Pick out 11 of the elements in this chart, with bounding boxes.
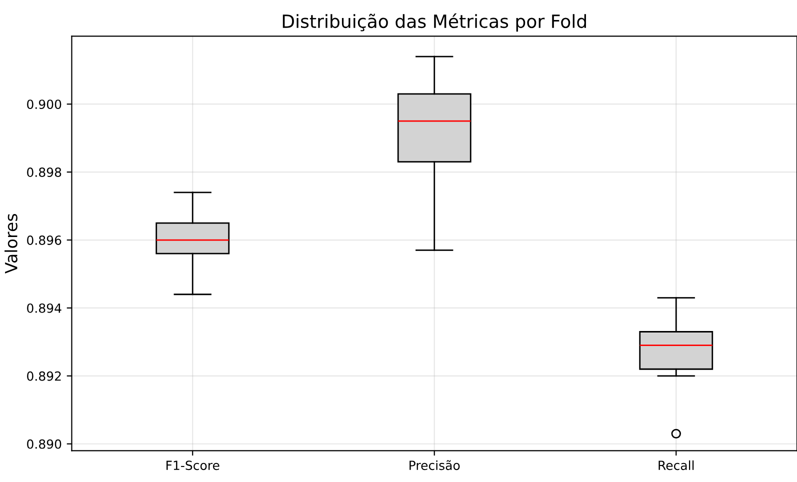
x-tick-label: Recall	[658, 460, 694, 470]
y-tick-label: 0.896	[27, 235, 62, 245]
x-tick-label: F1-Score	[166, 460, 220, 470]
y-tick-label: 0.894	[27, 303, 62, 313]
y-tick-label: 0.900	[27, 100, 62, 110]
y-tick-label: 0.892	[27, 371, 61, 381]
x-tick-label: Precisão	[410, 460, 460, 470]
y-axis-title: Valores	[4, 214, 18, 274]
y-tick-label: 0.890	[27, 439, 62, 449]
y-tick-label: 0.898	[27, 168, 62, 177]
chart-title: Distribuição das Métricas por Fold	[282, 13, 586, 32]
